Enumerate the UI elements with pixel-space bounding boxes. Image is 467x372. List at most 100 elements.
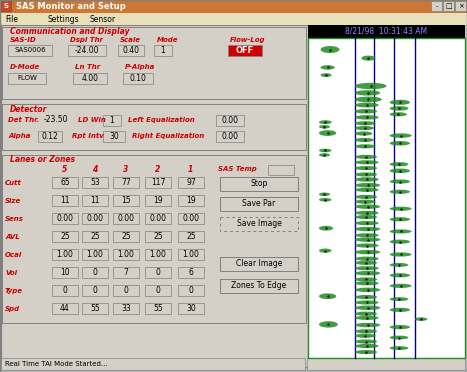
- Bar: [220, 217, 298, 231]
- Bar: [220, 177, 298, 191]
- Ellipse shape: [320, 46, 340, 53]
- Ellipse shape: [355, 257, 379, 261]
- Bar: [145, 249, 171, 260]
- Text: 19: 19: [186, 196, 196, 205]
- Bar: [52, 231, 78, 242]
- Text: 97: 97: [186, 178, 196, 187]
- Text: 4: 4: [92, 164, 97, 173]
- Bar: [113, 249, 139, 260]
- Text: SAS Temp: SAS Temp: [218, 166, 257, 172]
- Ellipse shape: [319, 226, 333, 231]
- Ellipse shape: [355, 329, 377, 333]
- Ellipse shape: [355, 271, 380, 275]
- Text: 1: 1: [188, 164, 193, 173]
- Ellipse shape: [355, 109, 377, 113]
- Text: LD Win: LD Win: [78, 117, 106, 123]
- Ellipse shape: [355, 131, 372, 136]
- Text: 1.00: 1.00: [86, 250, 103, 259]
- Text: Ln Thr: Ln Thr: [75, 64, 100, 70]
- Text: SAS0006: SAS0006: [14, 48, 46, 54]
- Text: Dspl Thr: Dspl Thr: [70, 37, 103, 43]
- Bar: [1, 358, 305, 370]
- Bar: [8, 73, 46, 84]
- Text: Clear Image: Clear Image: [236, 260, 282, 269]
- Text: Lanes or Zones: Lanes or Zones: [10, 155, 75, 164]
- Text: 1.00: 1.00: [149, 250, 166, 259]
- Text: Scale: Scale: [120, 37, 141, 43]
- Text: 15: 15: [121, 196, 131, 205]
- Bar: [82, 195, 108, 206]
- Ellipse shape: [355, 160, 379, 164]
- Ellipse shape: [355, 177, 379, 182]
- Ellipse shape: [355, 138, 374, 142]
- Bar: [178, 267, 204, 278]
- Bar: [455, 1, 466, 11]
- Ellipse shape: [319, 321, 338, 328]
- Text: SAS Monitor and Setup: SAS Monitor and Setup: [16, 2, 126, 11]
- Ellipse shape: [355, 183, 380, 187]
- Ellipse shape: [355, 204, 380, 209]
- Ellipse shape: [355, 144, 375, 148]
- Bar: [68, 45, 106, 56]
- Bar: [145, 177, 171, 188]
- Ellipse shape: [355, 90, 380, 96]
- Text: Rpt Intv: Rpt Intv: [72, 133, 104, 139]
- Bar: [113, 213, 139, 224]
- Bar: [308, 25, 465, 38]
- Text: Det Thr.: Det Thr.: [8, 117, 39, 123]
- Text: 30: 30: [186, 304, 196, 313]
- Ellipse shape: [355, 115, 379, 120]
- Ellipse shape: [355, 305, 380, 310]
- Bar: [52, 267, 78, 278]
- Text: Cutt: Cutt: [5, 180, 22, 186]
- Bar: [82, 213, 108, 224]
- Text: P-Alpha: P-Alpha: [125, 64, 156, 70]
- Ellipse shape: [355, 323, 380, 327]
- Text: S: S: [3, 3, 8, 10]
- Bar: [52, 213, 78, 224]
- Text: 3: 3: [123, 164, 128, 173]
- Text: Communication and Display: Communication and Display: [10, 28, 129, 36]
- Ellipse shape: [320, 73, 332, 77]
- Bar: [307, 358, 465, 370]
- Ellipse shape: [389, 263, 409, 267]
- Bar: [220, 197, 298, 211]
- Bar: [178, 213, 204, 224]
- Ellipse shape: [389, 346, 409, 350]
- Text: Detector: Detector: [10, 105, 47, 113]
- Bar: [145, 213, 171, 224]
- Ellipse shape: [355, 288, 380, 292]
- Text: 0: 0: [124, 286, 128, 295]
- Ellipse shape: [389, 106, 409, 110]
- Text: Real Time TAI Mode Started...: Real Time TAI Mode Started...: [5, 361, 107, 367]
- Text: 33: 33: [121, 304, 131, 313]
- Ellipse shape: [389, 273, 410, 278]
- Text: 0: 0: [156, 268, 161, 277]
- Ellipse shape: [355, 301, 379, 305]
- Ellipse shape: [355, 281, 379, 285]
- Bar: [216, 131, 244, 142]
- Bar: [178, 177, 204, 188]
- Ellipse shape: [355, 295, 377, 299]
- Text: 25: 25: [60, 232, 70, 241]
- Ellipse shape: [355, 172, 377, 177]
- Bar: [220, 279, 298, 293]
- Text: Spd: Spd: [5, 306, 20, 312]
- Text: 8/21/98  10:31:43 AM: 8/21/98 10:31:43 AM: [346, 27, 428, 36]
- Text: 2: 2: [155, 164, 160, 173]
- Bar: [145, 267, 171, 278]
- Ellipse shape: [355, 312, 377, 316]
- Text: 25: 25: [121, 232, 131, 241]
- Text: ×: ×: [458, 3, 463, 9]
- Ellipse shape: [389, 325, 410, 329]
- Text: Mode: Mode: [157, 37, 178, 43]
- Ellipse shape: [355, 316, 379, 320]
- Bar: [82, 285, 108, 296]
- Ellipse shape: [355, 200, 375, 204]
- Ellipse shape: [355, 195, 377, 199]
- Text: 0.00: 0.00: [57, 214, 73, 223]
- Ellipse shape: [319, 125, 330, 129]
- Bar: [82, 249, 108, 260]
- Ellipse shape: [319, 198, 332, 202]
- Text: 10: 10: [60, 268, 70, 277]
